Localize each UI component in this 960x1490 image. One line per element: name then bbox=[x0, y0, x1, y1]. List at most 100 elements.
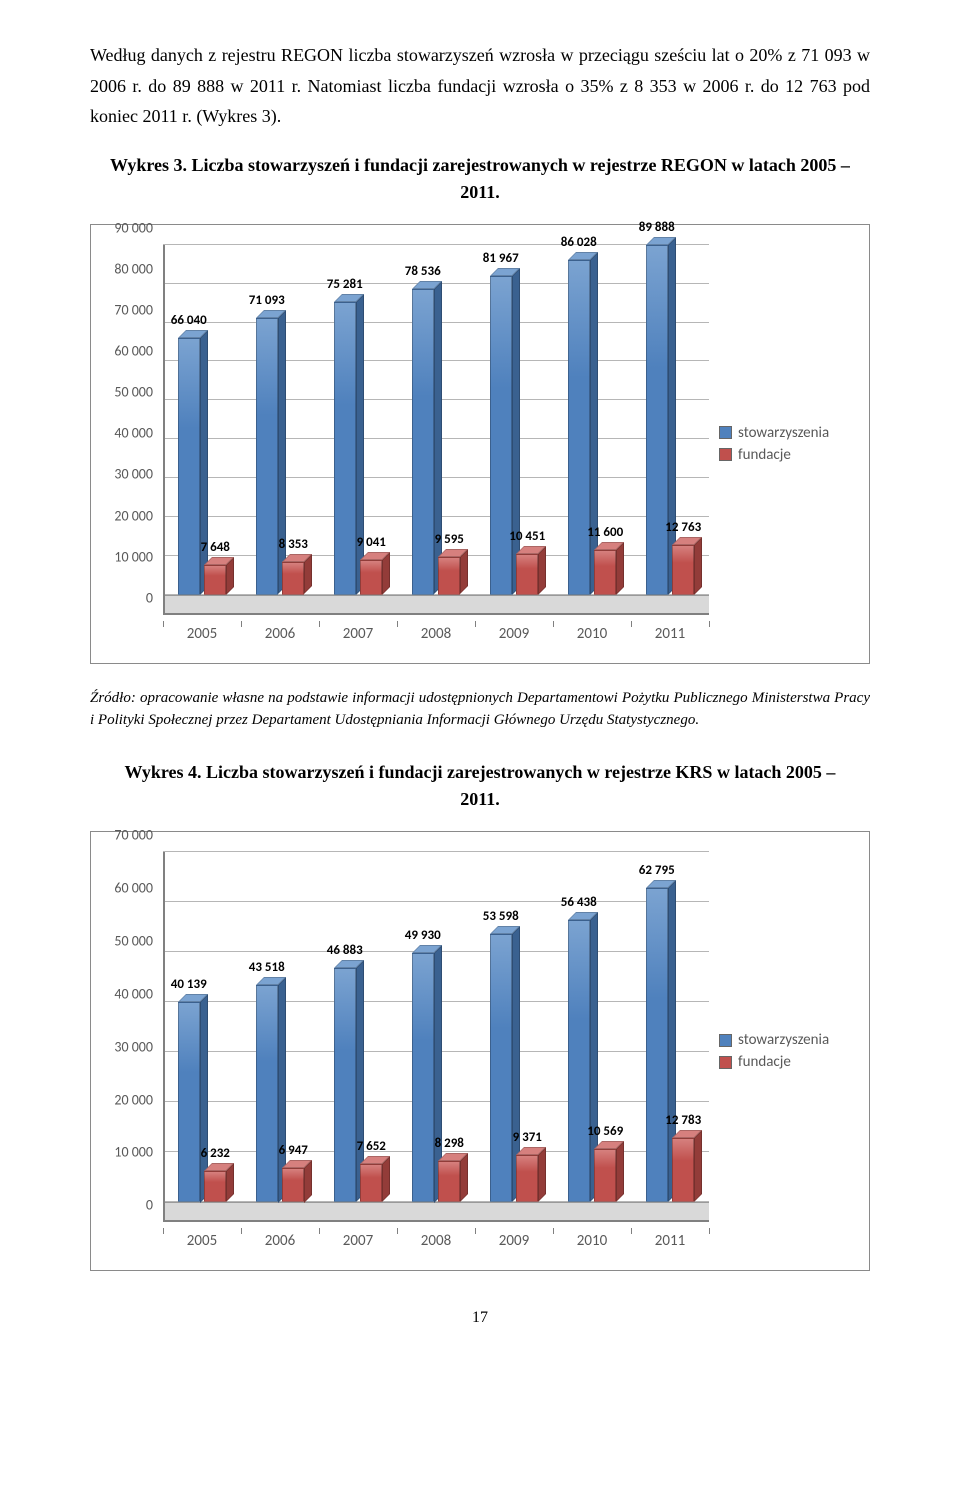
x-tick-label: 2010 bbox=[553, 625, 631, 653]
page-number: 17 bbox=[90, 1309, 870, 1327]
bar-value-label: 7 652 bbox=[357, 1139, 386, 1154]
chart4-box: 010 00020 00030 00040 00050 00060 00070 … bbox=[90, 831, 870, 1271]
plot-area: 40 1396 23243 5186 94746 8837 65249 9308… bbox=[163, 852, 709, 1222]
y-tick-label: 70 000 bbox=[114, 302, 153, 319]
bar-fundacje: 7 648 bbox=[204, 565, 226, 595]
legend-item: stowarzyszenia bbox=[719, 424, 863, 442]
category-group: 62 79512 783 bbox=[631, 852, 709, 1202]
x-tick-label: 2005 bbox=[163, 625, 241, 653]
y-tick-label: 0 bbox=[146, 1197, 153, 1214]
plot-area: 66 0407 64871 0938 35375 2819 04178 5369… bbox=[163, 245, 709, 615]
bar-value-label: 81 967 bbox=[483, 251, 519, 266]
legend-item: fundacje bbox=[719, 1053, 863, 1071]
category-group: 53 5989 371 bbox=[475, 852, 553, 1202]
legend-item: fundacje bbox=[719, 446, 863, 464]
bar-value-label: 12 763 bbox=[665, 520, 701, 535]
x-tick-label: 2009 bbox=[475, 625, 553, 653]
x-tick-label: 2005 bbox=[163, 1232, 241, 1260]
category-group: 56 43810 569 bbox=[553, 852, 631, 1202]
bar-value-label: 10 569 bbox=[587, 1124, 623, 1139]
bar-fundacje: 6 947 bbox=[282, 1168, 304, 1203]
x-tick-label: 2008 bbox=[397, 625, 475, 653]
category-group: 78 5369 595 bbox=[397, 245, 475, 595]
legend-item: stowarzyszenia bbox=[719, 1031, 863, 1049]
bar-value-label: 46 883 bbox=[327, 943, 363, 958]
bar-stowarzyszenia: 53 598 bbox=[490, 934, 512, 1202]
y-tick-label: 50 000 bbox=[114, 384, 153, 401]
category-group: 40 1396 232 bbox=[163, 852, 241, 1202]
bar-fundacje: 10 451 bbox=[516, 554, 538, 595]
bar-value-label: 9 041 bbox=[357, 535, 386, 550]
bar-value-label: 11 600 bbox=[587, 525, 623, 540]
bar-value-label: 89 888 bbox=[639, 220, 675, 235]
bar-stowarzyszenia: 40 139 bbox=[178, 1002, 200, 1203]
x-tick-label: 2011 bbox=[631, 1232, 709, 1260]
bar-value-label: 6 947 bbox=[279, 1143, 308, 1158]
intro-paragraph: Według danych z rejestru REGON liczba st… bbox=[90, 40, 870, 132]
bar-stowarzyszenia: 46 883 bbox=[334, 968, 356, 1202]
bar-value-label: 7 648 bbox=[201, 540, 230, 555]
bar-value-label: 56 438 bbox=[561, 895, 597, 910]
y-tick-label: 0 bbox=[146, 589, 153, 606]
category-group: 71 0938 353 bbox=[241, 245, 319, 595]
bar-value-label: 9 371 bbox=[513, 1130, 542, 1145]
bar-value-label: 40 139 bbox=[171, 977, 207, 992]
bar-value-label: 78 536 bbox=[405, 264, 441, 279]
y-tick-label: 50 000 bbox=[114, 933, 153, 950]
y-tick-label: 80 000 bbox=[114, 260, 153, 277]
legend-swatch-icon bbox=[719, 1056, 732, 1069]
chart3-title: Wykres 3. Liczba stowarzyszeń i fundacji… bbox=[110, 152, 850, 206]
bar-stowarzyszenia: 66 040 bbox=[178, 338, 200, 595]
bar-value-label: 9 595 bbox=[435, 532, 464, 547]
bar-stowarzyszenia: 71 093 bbox=[256, 318, 278, 594]
bar-fundacje: 9 595 bbox=[438, 557, 460, 594]
y-tick-label: 70 000 bbox=[114, 827, 153, 844]
y-tick-label: 40 000 bbox=[114, 985, 153, 1002]
bar-stowarzyszenia: 75 281 bbox=[334, 302, 356, 595]
legend-label: stowarzyszenia bbox=[738, 424, 829, 442]
x-tick-label: 2007 bbox=[319, 625, 397, 653]
category-group: 43 518 6 947 bbox=[241, 852, 319, 1202]
bar-fundacje: 9 371 bbox=[516, 1155, 538, 1202]
bar-stowarzyszenia: 86 028 bbox=[568, 260, 590, 595]
legend-label: stowarzyszenia bbox=[738, 1031, 829, 1049]
bar-fundacje: 12 763 bbox=[672, 545, 694, 595]
chart4-title: Wykres 4. Liczba stowarzyszeń i fundacji… bbox=[110, 759, 850, 813]
category-group: 86 02811 600 bbox=[553, 245, 631, 595]
bar-value-label: 10 451 bbox=[509, 529, 545, 544]
bar-value-label: 12 783 bbox=[665, 1113, 701, 1128]
bar-stowarzyszenia: 56 438 bbox=[568, 920, 590, 1202]
bar-fundacje: 8 298 bbox=[438, 1161, 460, 1202]
legend-swatch-icon bbox=[719, 448, 732, 461]
y-tick-label: 40 000 bbox=[114, 425, 153, 442]
category-group: 49 9308 298 bbox=[397, 852, 475, 1202]
legend-label: fundacje bbox=[738, 1053, 791, 1071]
x-tick-label: 2009 bbox=[475, 1232, 553, 1260]
bar-stowarzyszenia: 78 536 bbox=[412, 289, 434, 594]
bar-fundacje: 7 652 bbox=[360, 1164, 382, 1202]
bar-fundacje: 8 353 bbox=[282, 562, 304, 594]
chart3: 010 00020 00030 00040 00050 00060 00070 … bbox=[90, 224, 870, 664]
bar-value-label: 62 795 bbox=[639, 863, 675, 878]
bar-stowarzyszenia: 49 930 bbox=[412, 953, 434, 1203]
bar-fundacje: 9 041 bbox=[360, 560, 382, 595]
x-tick-label: 2011 bbox=[631, 625, 709, 653]
bar-value-label: 71 093 bbox=[249, 293, 285, 308]
legend-swatch-icon bbox=[719, 426, 732, 439]
bar-value-label: 6 232 bbox=[201, 1146, 230, 1161]
category-group: 81 96710 451 bbox=[475, 245, 553, 595]
legend-label: fundacje bbox=[738, 446, 791, 464]
bar-value-label: 43 518 bbox=[249, 960, 285, 975]
x-tick-label: 2007 bbox=[319, 1232, 397, 1260]
bar-fundacje: 6 232 bbox=[204, 1171, 226, 1202]
category-group: 46 8837 652 bbox=[319, 852, 397, 1202]
x-tick-label: 2006 bbox=[241, 1232, 319, 1260]
bar-fundacje: 10 569 bbox=[594, 1149, 616, 1202]
bar-stowarzyszenia: 81 967 bbox=[490, 276, 512, 595]
bar-value-label: 86 028 bbox=[561, 235, 597, 250]
y-tick-label: 20 000 bbox=[114, 507, 153, 524]
y-tick-label: 60 000 bbox=[114, 880, 153, 897]
y-tick-label: 10 000 bbox=[114, 1144, 153, 1161]
bar-value-label: 8 298 bbox=[435, 1136, 464, 1151]
bar-stowarzyszenia: 62 795 bbox=[646, 888, 668, 1202]
